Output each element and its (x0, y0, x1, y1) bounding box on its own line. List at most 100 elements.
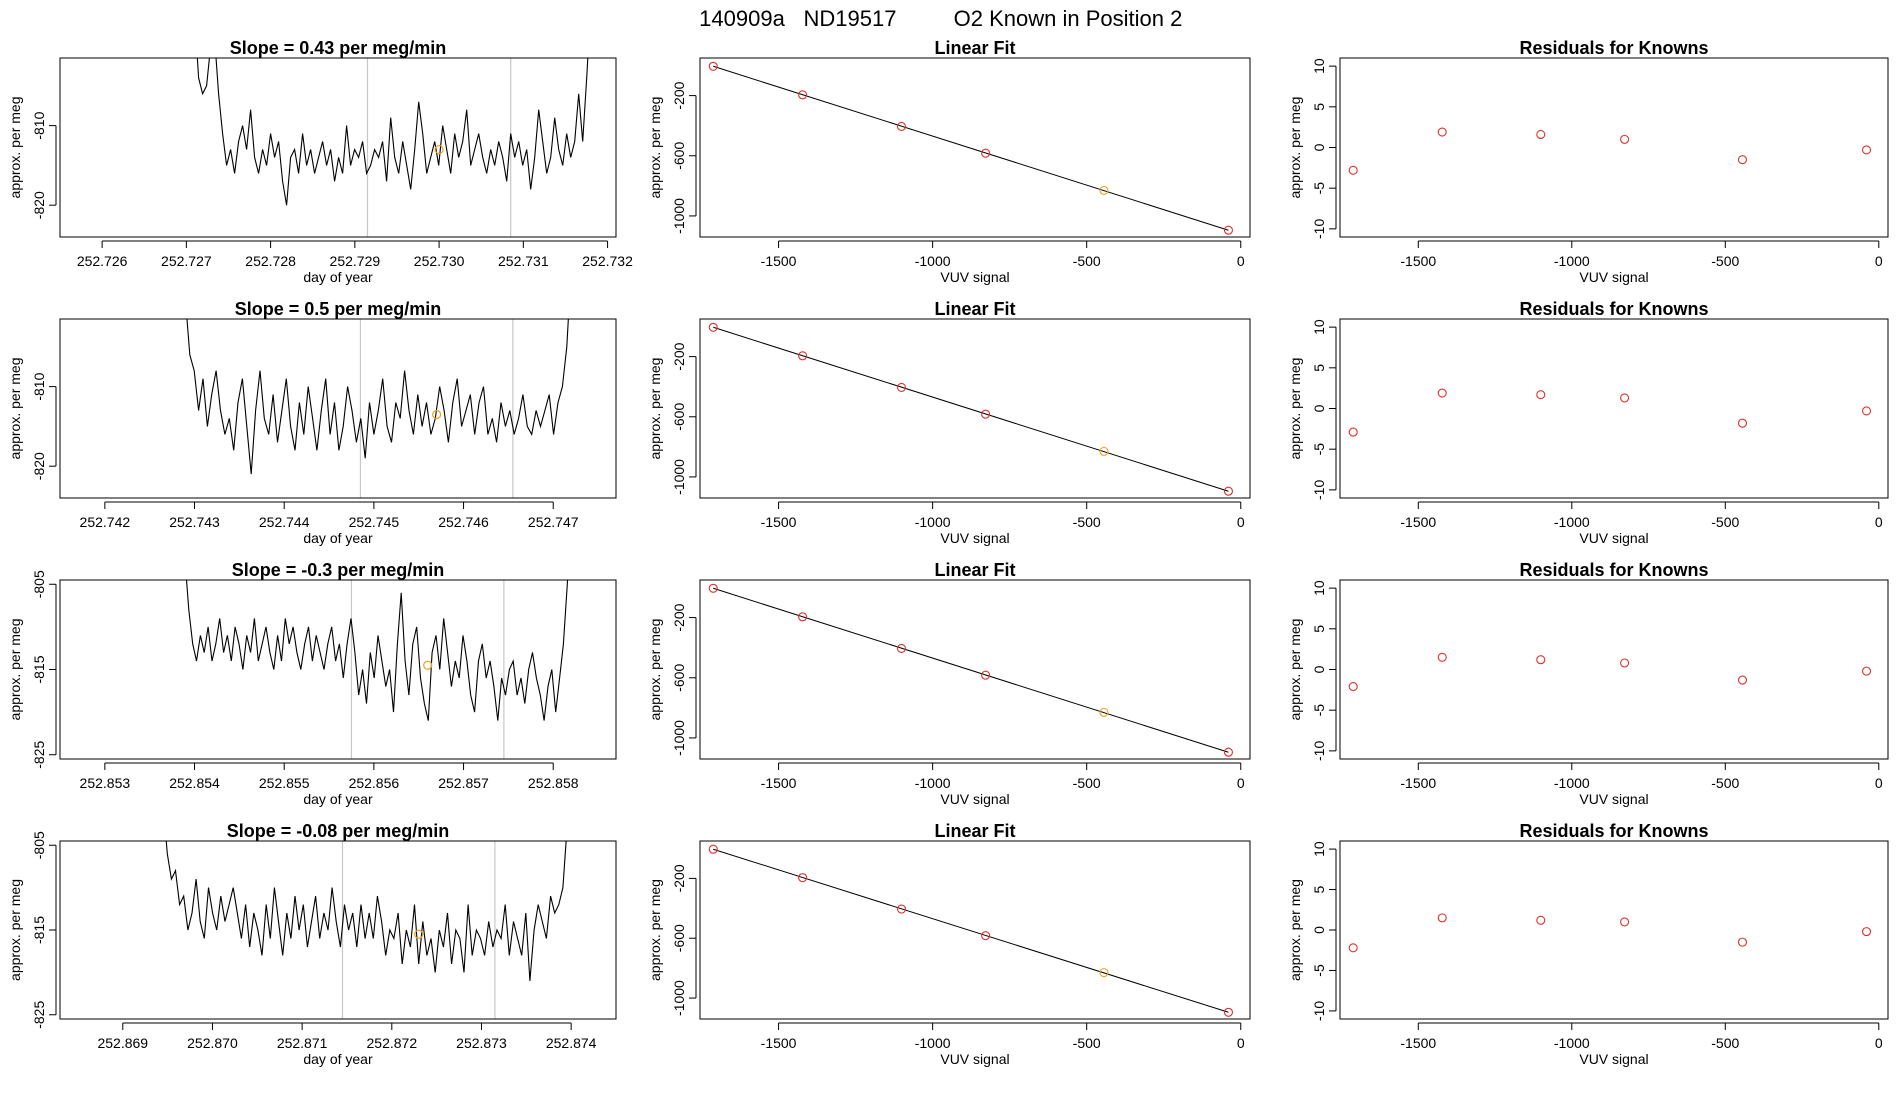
data-point (1437, 652, 1447, 662)
y-tick-label: -805 (31, 570, 47, 598)
y-tick-label: -820 (31, 191, 47, 219)
data-point (1536, 390, 1546, 400)
x-tick-label: -1000 (1554, 253, 1590, 269)
x-tick-label: 0 (1875, 775, 1883, 791)
data-series-line (196, 58, 589, 206)
x-tick-label: -500 (1073, 514, 1101, 530)
x-tick-label: -1500 (1400, 514, 1436, 530)
x-tick-label: 252.726 (77, 253, 128, 269)
data-point (1861, 927, 1872, 937)
data-point (981, 409, 991, 419)
data-point (798, 90, 808, 100)
data-point (1620, 658, 1630, 668)
x-tick-label: -1000 (915, 775, 951, 791)
x-tick-label: 252.731 (498, 253, 549, 269)
panel-r4-c1: Slope = -0.08 per meg/min 252.869 252.870 2… (7, 821, 617, 1067)
panel-title: Slope = 0.43 per meg/min (230, 38, 447, 58)
x-tick-label: -500 (1711, 775, 1739, 791)
x-axis-label: VUV signal (1579, 791, 1648, 807)
x-tick-label: -1500 (761, 514, 797, 530)
data-point (1099, 185, 1109, 195)
y-tick-label: -1000 (671, 459, 687, 495)
y-tick-label: -10 (1311, 741, 1327, 761)
x-tick-label: -1000 (1554, 1035, 1590, 1051)
data-point (1737, 675, 1748, 685)
y-axis-label: approx. per meg (647, 619, 663, 721)
highlight-point (432, 409, 442, 420)
data-point (1620, 917, 1630, 927)
data-point (1223, 747, 1233, 757)
y-tick-label: -815 (31, 655, 47, 683)
x-tick-label: -1000 (1554, 775, 1590, 791)
panel-r4-c2: Linear Fit -1500 -1000 -500 0 VUV signal -200 -… (647, 821, 1251, 1067)
y-tick-label: -1000 (671, 198, 687, 234)
plot-frame (59, 840, 617, 1020)
y-tick-label: -810 (31, 372, 47, 400)
y-tick-label: 10 (1311, 841, 1327, 857)
panel-r2-c3: Residuals for Knowns -1500 -1000 -500 0 VUV s… (1287, 299, 1889, 546)
data-point (798, 612, 808, 622)
plot-frame (1339, 318, 1889, 499)
y-tick-label: 5 (1311, 625, 1327, 633)
fit-line (713, 587, 1229, 753)
y-tick-label: -10 (1311, 480, 1327, 500)
plot-frame (1339, 579, 1889, 760)
data-point (1437, 388, 1447, 398)
x-tick-label: 252.870 (187, 1035, 238, 1051)
x-axis-label: VUV signal (1579, 269, 1648, 285)
x-tick-label: -1500 (1400, 1035, 1436, 1051)
data-point (1223, 1007, 1233, 1017)
data-point (1348, 682, 1358, 692)
panel-title: Residuals for Knowns (1519, 821, 1708, 841)
x-axis-label: VUV signal (1579, 1051, 1648, 1067)
fit-line (713, 65, 1229, 231)
x-tick-label: -1000 (915, 253, 951, 269)
y-tick-label: 0 (1311, 665, 1327, 673)
y-tick-label: -5 (1311, 964, 1327, 977)
x-tick-label: 0 (1875, 253, 1883, 269)
y-tick-label: -820 (31, 452, 47, 480)
data-point (1536, 655, 1546, 665)
x-tick-label: -500 (1711, 1035, 1739, 1051)
plot-area (165, 841, 567, 1019)
x-tick-label: 252.744 (259, 514, 310, 530)
y-tick-label: -815 (31, 916, 47, 944)
data-point (1223, 225, 1233, 235)
plot-area (708, 61, 1233, 235)
data-point (1099, 707, 1109, 717)
panel-title: Residuals for Knowns (1519, 299, 1708, 319)
fit-line (713, 848, 1229, 1013)
x-tick-label: 0 (1875, 1035, 1883, 1051)
x-tick-label: 252.743 (169, 514, 220, 530)
plot-frame (1339, 57, 1889, 238)
x-tick-label: 252.745 (349, 514, 400, 530)
y-tick-label: -5 (1311, 182, 1327, 195)
data-point (1348, 165, 1358, 175)
x-axis-label: VUV signal (940, 269, 1009, 285)
x-axis-label: day of year (303, 530, 373, 546)
x-tick-label: -1500 (761, 775, 797, 791)
data-series-line (186, 319, 569, 475)
y-tick-label: -600 (671, 664, 687, 692)
x-axis-label: VUV signal (940, 530, 1009, 546)
x-tick-label: 252.869 (97, 1035, 148, 1051)
y-tick-label: -200 (671, 864, 687, 892)
y-tick-label: -200 (671, 81, 687, 109)
y-tick-label: -5 (1311, 704, 1327, 717)
x-tick-label: -1000 (915, 1035, 951, 1051)
plot-frame (699, 579, 1251, 760)
data-point (896, 904, 907, 914)
y-tick-label: -1000 (671, 720, 687, 756)
y-axis-label: approx. per meg (1287, 879, 1303, 981)
x-axis-label: VUV signal (940, 1051, 1009, 1067)
data-point (896, 121, 907, 131)
y-tick-label: -200 (671, 342, 687, 370)
data-point (1861, 406, 1872, 416)
x-tick-label: 252.742 (80, 514, 131, 530)
panel-r1-c3: Residuals for Knowns -1500 -1000 -500 0 VUV s… (1287, 38, 1889, 285)
figure-run-id: 140909a (699, 6, 785, 31)
panel-r2-c1: Slope = 0.5 per meg/min 252.742 252.743 252… (7, 299, 617, 546)
plot-area (1348, 652, 1872, 692)
highlight-point (414, 929, 424, 939)
panel-r3-c1: Slope = -0.3 per meg/min 252.853 252.854 25… (7, 560, 617, 807)
